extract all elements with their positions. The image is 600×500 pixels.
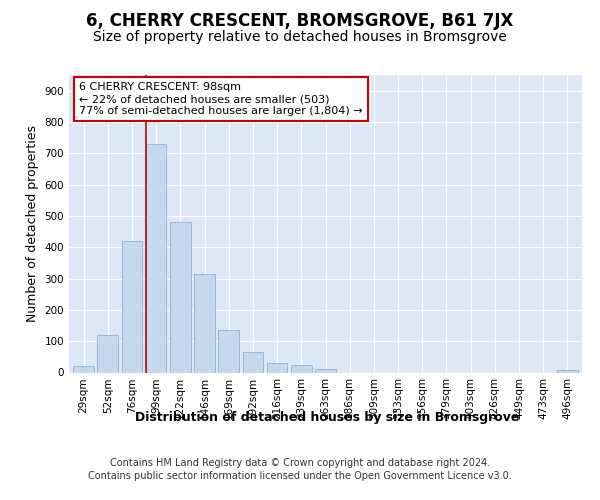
Text: Distribution of detached houses by size in Bromsgrove: Distribution of detached houses by size … [135, 411, 519, 424]
Text: Size of property relative to detached houses in Bromsgrove: Size of property relative to detached ho… [93, 30, 507, 44]
Bar [170, 222, 191, 372]
Y-axis label: Number of detached properties: Number of detached properties [26, 125, 39, 322]
Text: 6 CHERRY CRESCENT: 98sqm
← 22% of detached houses are smaller (503)
77% of semi-: 6 CHERRY CRESCENT: 98sqm ← 22% of detach… [79, 82, 363, 116]
Bar [146, 144, 166, 372]
Bar [122, 241, 142, 372]
Bar [315, 370, 336, 372]
Bar [291, 364, 311, 372]
Bar [73, 366, 94, 372]
Bar [557, 370, 578, 372]
Text: Contains HM Land Registry data © Crown copyright and database right 2024.: Contains HM Land Registry data © Crown c… [110, 458, 490, 468]
Text: 6, CHERRY CRESCENT, BROMSGROVE, B61 7JX: 6, CHERRY CRESCENT, BROMSGROVE, B61 7JX [86, 12, 514, 30]
Bar [267, 363, 287, 372]
Text: Contains public sector information licensed under the Open Government Licence v3: Contains public sector information licen… [88, 471, 512, 481]
Bar [97, 335, 118, 372]
Bar [218, 330, 239, 372]
Bar [242, 352, 263, 372]
Bar [194, 274, 215, 372]
